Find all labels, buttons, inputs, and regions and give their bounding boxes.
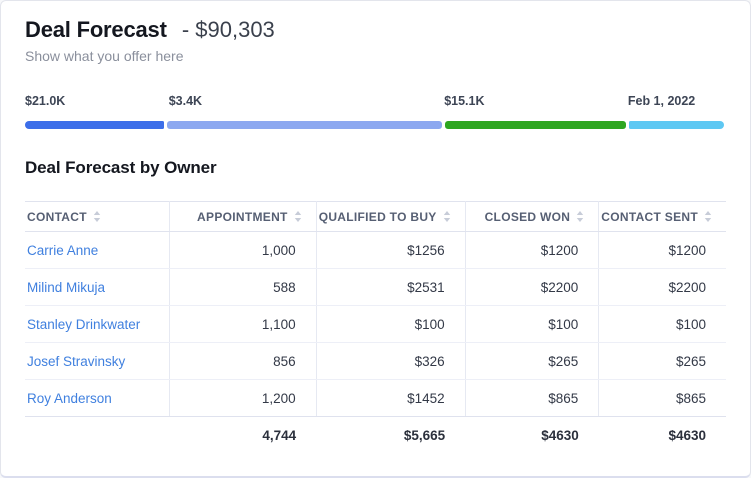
totals-appointment: 4,744 bbox=[262, 428, 297, 444]
qualified-to-buy-cell: $326 bbox=[316, 342, 466, 380]
column-header-contact-sent[interactable]: CONTACT SENT bbox=[598, 201, 726, 232]
sort-icon[interactable] bbox=[576, 210, 584, 222]
totals-empty-cell bbox=[25, 417, 170, 455]
contact-cell: Carrie Anne bbox=[25, 231, 171, 269]
table-row: Stanley Drinkwater 1,100 $100 $100 $100 bbox=[25, 305, 726, 343]
column-header-label: QUALIFIED TO BUY bbox=[318, 209, 437, 224]
contact-sent-cell: $1200 bbox=[598, 231, 726, 269]
column-header-label: CONTACT bbox=[27, 209, 87, 224]
column-header-appointment[interactable]: APPOINTMENT bbox=[169, 201, 317, 232]
progress-label-1: $21.0K bbox=[25, 94, 66, 108]
sort-icon[interactable] bbox=[294, 210, 302, 222]
closed-won-cell: $265 bbox=[465, 342, 600, 380]
table-row: Carrie Anne 1,000 $1256 $1200 $1200 bbox=[25, 231, 726, 269]
contact-sent-cell: $2200 bbox=[598, 268, 726, 306]
forecast-amount: - $90,303 bbox=[181, 17, 275, 42]
sort-icon[interactable] bbox=[93, 210, 101, 222]
column-header-contact[interactable]: CONTACT bbox=[25, 201, 171, 232]
column-header-label: CLOSED WON bbox=[484, 209, 571, 224]
appointment-cell: 1,100 bbox=[169, 305, 317, 343]
progress-segment-1 bbox=[25, 121, 164, 129]
progress-segment-2 bbox=[166, 121, 442, 129]
column-header-label: CONTACT SENT bbox=[601, 209, 698, 224]
forecast-progress-bar bbox=[25, 121, 726, 129]
contact-cell: Milind Mikuja bbox=[25, 268, 171, 306]
appointment-cell: 588 bbox=[169, 268, 317, 306]
totals-row: 4,744 $5,665 $4630 $4630 bbox=[25, 417, 726, 455]
page-title: Deal Forecast - $90,303 bbox=[25, 17, 726, 43]
contact-cell: Roy Anderson bbox=[25, 379, 171, 417]
contact-cell: Josef Stravinsky bbox=[25, 342, 171, 380]
progress-label-4: Feb 1, 2022 bbox=[627, 94, 696, 108]
table-row: Josef Stravinsky 856 $326 $265 $265 bbox=[25, 342, 726, 380]
appointment-cell: 1,000 bbox=[169, 231, 317, 269]
table-header-row: CONTACT APPOINTMENT QUALIFIED TO BUY CLO… bbox=[25, 201, 726, 232]
totals-contact-sent: $4630 bbox=[668, 428, 706, 444]
page-subtitle: Show what you offer here bbox=[25, 48, 184, 64]
progress-segment-4 bbox=[629, 121, 725, 129]
page-title-text: Deal Forecast bbox=[25, 17, 167, 42]
forecast-table: CONTACT APPOINTMENT QUALIFIED TO BUY CLO… bbox=[25, 201, 726, 455]
totals-qualified-to-buy: $5,665 bbox=[403, 428, 446, 444]
contact-link[interactable]: Stanley Drinkwater bbox=[27, 316, 141, 332]
progress-label-2: $3.4K bbox=[168, 94, 203, 108]
qualified-to-buy-cell: $1256 bbox=[316, 231, 466, 269]
contact-link[interactable]: Roy Anderson bbox=[27, 390, 112, 406]
progress-label-3: $15.1K bbox=[444, 94, 485, 108]
closed-won-cell: $1200 bbox=[465, 231, 600, 269]
contact-sent-cell: $265 bbox=[598, 342, 726, 380]
sort-icon[interactable] bbox=[443, 210, 451, 222]
closed-won-cell: $865 bbox=[465, 379, 600, 417]
contact-link[interactable]: Carrie Anne bbox=[27, 242, 99, 258]
contact-sent-cell: $100 bbox=[598, 305, 726, 343]
column-header-closed-won[interactable]: CLOSED WON bbox=[465, 201, 600, 232]
column-header-label: APPOINTMENT bbox=[197, 209, 288, 224]
contact-sent-cell: $865 bbox=[598, 379, 726, 417]
sort-icon[interactable] bbox=[704, 210, 712, 222]
progress-labels: $21.0K $3.4K $15.1K Feb 1, 2022 bbox=[25, 94, 726, 109]
appointment-cell: 856 bbox=[169, 342, 317, 380]
appointment-cell: 1,200 bbox=[169, 379, 317, 417]
qualified-to-buy-cell: $1452 bbox=[316, 379, 466, 417]
contact-link[interactable]: Milind Mikuja bbox=[27, 279, 106, 295]
section-title: Deal Forecast by Owner bbox=[25, 158, 217, 177]
table-row: Milind Mikuja 588 $2531 $2200 $2200 bbox=[25, 268, 726, 306]
table-row: Roy Anderson 1,200 $1452 $865 $865 bbox=[25, 379, 726, 417]
progress-segment-3 bbox=[444, 121, 627, 129]
contact-link[interactable]: Josef Stravinsky bbox=[27, 353, 126, 369]
closed-won-cell: $100 bbox=[465, 305, 600, 343]
closed-won-cell: $2200 bbox=[465, 268, 600, 306]
qualified-to-buy-cell: $2531 bbox=[316, 268, 466, 306]
qualified-to-buy-cell: $100 bbox=[316, 305, 466, 343]
totals-closed-won: $4630 bbox=[541, 428, 579, 444]
column-header-qualified-to-buy[interactable]: QUALIFIED TO BUY bbox=[316, 201, 466, 232]
contact-cell: Stanley Drinkwater bbox=[25, 305, 171, 343]
